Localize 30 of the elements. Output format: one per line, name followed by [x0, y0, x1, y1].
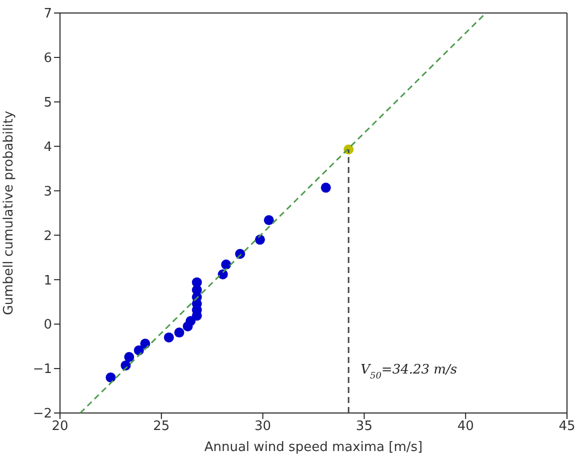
point: [186, 316, 196, 326]
x-tick-label: 25: [153, 419, 170, 434]
y-tick-label: 2: [44, 228, 52, 244]
x-tick-label: 35: [356, 419, 372, 434]
y-tick-label: 7: [44, 6, 52, 22]
y-tick-label: 0: [44, 318, 52, 333]
y-tick-label: −1: [32, 362, 52, 378]
x-axis-title: Annual wind speed maxima [m/s]: [204, 440, 423, 455]
point: [106, 372, 116, 382]
point: [174, 328, 184, 338]
y-axis-title: Gumbell cumulative probability: [2, 110, 17, 316]
x-tick-label: 20: [52, 419, 68, 434]
point: [221, 260, 232, 270]
point: [124, 352, 134, 362]
y-tick-label: 4: [44, 140, 52, 155]
point: [192, 277, 202, 288]
y-tick-label: −2: [32, 406, 52, 422]
point: [254, 234, 265, 245]
x-tick-label: 45: [558, 419, 576, 434]
y-tick-label: 5: [44, 96, 52, 111]
x-tick-label: 40: [457, 419, 474, 434]
point: [264, 215, 274, 226]
point: [164, 332, 174, 342]
point: [140, 338, 150, 349]
annotation: V$_{50}$=34.23 m/s: [360, 362, 458, 382]
y-tick-label: 3: [44, 184, 52, 200]
x-tick-label: 30: [254, 419, 272, 434]
y-tick-label: 6: [44, 51, 52, 66]
y-tick-label: 1: [44, 273, 52, 288]
point: [320, 182, 331, 193]
